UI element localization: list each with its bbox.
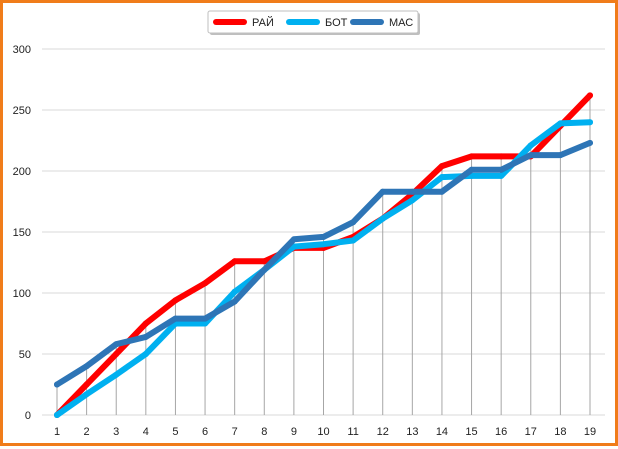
data-point: [527, 152, 534, 159]
x-tick-label: 3: [113, 426, 119, 438]
data-point: [172, 297, 179, 304]
data-point: [438, 174, 445, 181]
data-point: [113, 341, 120, 348]
data-point: [54, 412, 60, 418]
data-point: [498, 172, 505, 179]
data-point: [409, 197, 416, 204]
data-point: [113, 371, 120, 378]
legend-label: МАС: [389, 17, 413, 29]
x-tick-label: 13: [406, 426, 418, 438]
data-point: [261, 266, 268, 273]
data-point: [438, 188, 445, 195]
x-tick-label: 10: [317, 426, 329, 438]
data-point: [202, 280, 209, 287]
x-tick-label: 15: [465, 426, 477, 438]
y-tick-label: 100: [13, 288, 31, 300]
legend: РАЙ БОТ МАС: [207, 10, 420, 35]
data-point: [350, 237, 357, 244]
data-point: [350, 219, 357, 226]
y-tick-label: 250: [13, 105, 31, 117]
x-tick-label: 4: [143, 426, 149, 438]
data-point: [83, 381, 90, 388]
data-point: [587, 119, 593, 126]
data-point: [557, 152, 564, 159]
data-point: [557, 120, 564, 127]
x-tick-label: 19: [584, 426, 596, 438]
y-tick-label: 0: [25, 410, 31, 422]
x-tick-label: 17: [525, 426, 537, 438]
y-tick-label: 50: [19, 349, 31, 361]
x-tick-label: 1: [54, 426, 60, 438]
y-tick-label: 300: [13, 44, 31, 56]
x-tick-label: 9: [291, 426, 297, 438]
x-tick-label: 11: [347, 426, 358, 438]
x-tick-label: 12: [377, 426, 389, 438]
data-point: [498, 166, 505, 173]
legend-label: РАЙ: [252, 16, 274, 29]
data-point: [409, 188, 416, 195]
y-tick-label: 150: [13, 227, 31, 239]
x-tick-label: 14: [436, 426, 448, 438]
data-point: [113, 351, 120, 357]
data-point: [527, 142, 534, 149]
x-tick-label: 8: [261, 426, 267, 438]
x-tick-label: 2: [84, 426, 90, 438]
data-point: [587, 92, 593, 99]
series-lines: [54, 92, 593, 418]
x-axis-ticks: 1 2 3 4 5 6 7 8 9 10 11 12 13 14 15 16 17 18 19: [54, 426, 596, 438]
data-point: [142, 351, 149, 357]
data-point: [202, 315, 209, 322]
y-axis-ticks: 0 50 100 150 200 250 300: [13, 44, 31, 422]
x-tick-label: 18: [554, 426, 566, 438]
x-tick-label: 5: [172, 426, 178, 438]
data-point: [231, 298, 238, 305]
data-point: [231, 258, 238, 265]
data-point: [468, 166, 475, 173]
data-point: [498, 153, 505, 160]
data-point: [83, 391, 90, 398]
data-point: [142, 333, 149, 340]
data-point: [587, 139, 593, 146]
x-tick-label: 16: [495, 426, 507, 438]
data-point: [290, 236, 297, 243]
data-point: [320, 241, 327, 248]
data-point: [320, 233, 327, 240]
data-point: [379, 215, 386, 222]
data-point: [142, 320, 149, 327]
x-tick-label: 6: [202, 426, 208, 438]
data-point: [83, 363, 90, 370]
data-point: [202, 320, 209, 327]
data-point: [468, 153, 475, 160]
y-tick-label: 200: [13, 166, 31, 178]
x-tick-label: 7: [232, 426, 238, 438]
data-point: [54, 381, 60, 388]
data-point: [261, 258, 268, 265]
legend-label: БОТ: [325, 17, 348, 29]
data-point: [172, 315, 179, 322]
drop-lines: [56, 95, 591, 415]
data-point: [379, 188, 386, 195]
data-point: [231, 288, 238, 295]
data-point: [438, 163, 445, 170]
